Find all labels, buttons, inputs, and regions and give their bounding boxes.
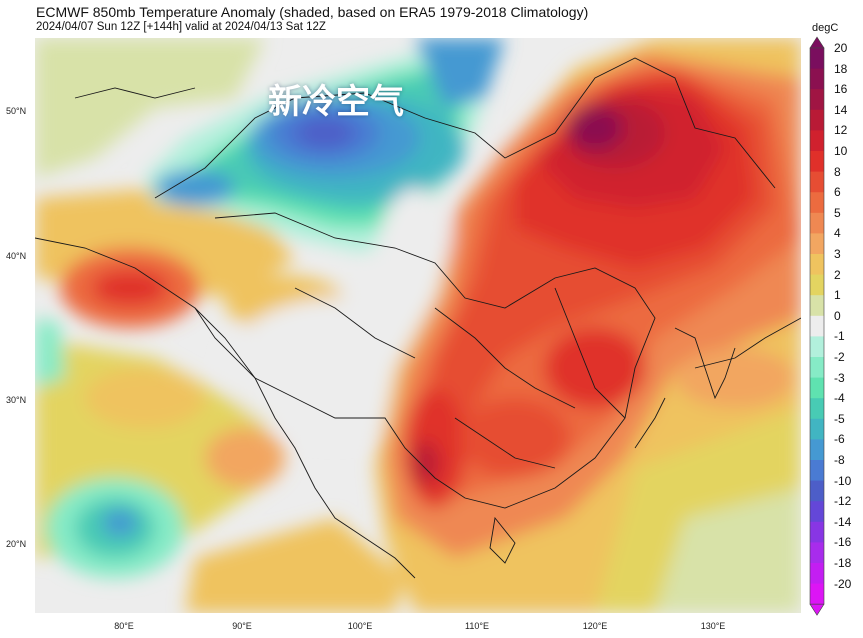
- colorbar-tick-label: 20: [834, 41, 848, 55]
- colorbar-tick-label: 16: [834, 82, 848, 97]
- colorbar-tick-label: 1: [834, 288, 841, 303]
- colorbar-tick-label: -12: [834, 494, 852, 509]
- colorbar-segment: [810, 171, 824, 193]
- colorbar-segment: [810, 460, 824, 482]
- lat-label: 20°N: [6, 539, 27, 549]
- colorbar-segment: [810, 521, 824, 543]
- lat-label: 40°N: [6, 251, 27, 261]
- colorbar-tick-label: -6: [834, 432, 845, 447]
- colorbar-segment: [810, 295, 824, 317]
- colorbar-tick-label: -4: [834, 391, 845, 406]
- colorbar-segment: [810, 212, 824, 234]
- colorbar-segment: [810, 254, 824, 276]
- colorbar-segment: [810, 418, 824, 440]
- colorbar-tick-label: 10: [834, 144, 848, 158]
- map-canvas: [35, 38, 801, 613]
- colorbar-segment: [810, 542, 824, 564]
- colorbar-tick-label: 5: [834, 205, 841, 220]
- colorbar: [809, 36, 825, 616]
- colorbar-tick-label: 0: [834, 308, 841, 323]
- colorbar-segment: [810, 357, 824, 379]
- colorbar-segment: [810, 336, 824, 358]
- lon-label: 90°E: [232, 621, 252, 631]
- colorbar-segment: [810, 501, 824, 523]
- colorbar-segment: [810, 480, 824, 502]
- colorbar-tick-label: -2: [834, 350, 845, 364]
- lon-label: 100°E: [347, 621, 373, 631]
- cold-air-label: 新冷空气: [268, 82, 404, 122]
- chart-subtitle: 2024/04/07 Sun 12Z [+144h] valid at 2024…: [36, 21, 326, 33]
- colorbar-segment: [810, 48, 824, 70]
- lat-label: 30°N: [6, 395, 27, 405]
- colorbar-segment: [810, 583, 824, 605]
- colorbar-unit: degC: [812, 22, 839, 34]
- colorbar-segment: [810, 130, 824, 152]
- colorbar-tick-label: 3: [834, 247, 841, 261]
- colorbar-tick-label: -18: [834, 556, 852, 570]
- chart-title: ECMWF 850mb Temperature Anomaly (shaded,…: [36, 4, 589, 20]
- colorbar-extend-min: [809, 603, 825, 616]
- colorbar-extend-max: [809, 36, 825, 49]
- colorbar-segment: [810, 377, 824, 399]
- colorbar-segment: [810, 563, 824, 585]
- colorbar-frame: [809, 47, 825, 605]
- colorbar-segment: [810, 151, 824, 173]
- colorbar-tick-label: -1: [834, 329, 845, 344]
- lon-label: 110°E: [465, 621, 489, 631]
- colorbar-tick-label: 8: [834, 164, 841, 179]
- lat-label: 50°N: [6, 106, 27, 116]
- colorbar-segment: [810, 109, 824, 131]
- colorbar-tick-label: -20: [834, 576, 852, 591]
- colorbar-tick-label: 18: [834, 61, 848, 76]
- colorbar-tick-label: 12: [834, 123, 848, 138]
- colorbar-segment: [810, 439, 824, 461]
- colorbar-segment: [810, 89, 824, 111]
- colorbar-tick-label: 2: [834, 267, 841, 282]
- colorbar-tick-label: -5: [834, 411, 845, 426]
- colorbar-segment: [810, 68, 824, 90]
- colorbar-tick-label: 14: [834, 102, 848, 117]
- colorbar-tick-label: 6: [834, 185, 841, 200]
- lon-label: 80°E: [114, 621, 134, 631]
- colorbar-segment: [810, 233, 824, 255]
- colorbar-tick-label: -8: [834, 453, 845, 467]
- colorbar-tick-label: -14: [834, 514, 852, 529]
- colorbar-segment: [810, 274, 824, 296]
- colorbar-tick-label: -16: [834, 535, 852, 550]
- country-borders: [35, 57, 801, 579]
- colorbar-tick-label: 4: [834, 226, 841, 241]
- colorbar-tick-label: -3: [834, 370, 845, 385]
- anomaly-shading: [35, 38, 801, 613]
- colorbar-segment: [810, 398, 824, 420]
- lon-label: 130°E: [700, 621, 726, 631]
- colorbar-tick-label: -10: [834, 473, 852, 488]
- colorbar-segment: [810, 192, 824, 214]
- colorbar-segment: [810, 315, 824, 337]
- lon-label: 120°E: [582, 621, 608, 631]
- anomaly-map: [35, 38, 801, 613]
